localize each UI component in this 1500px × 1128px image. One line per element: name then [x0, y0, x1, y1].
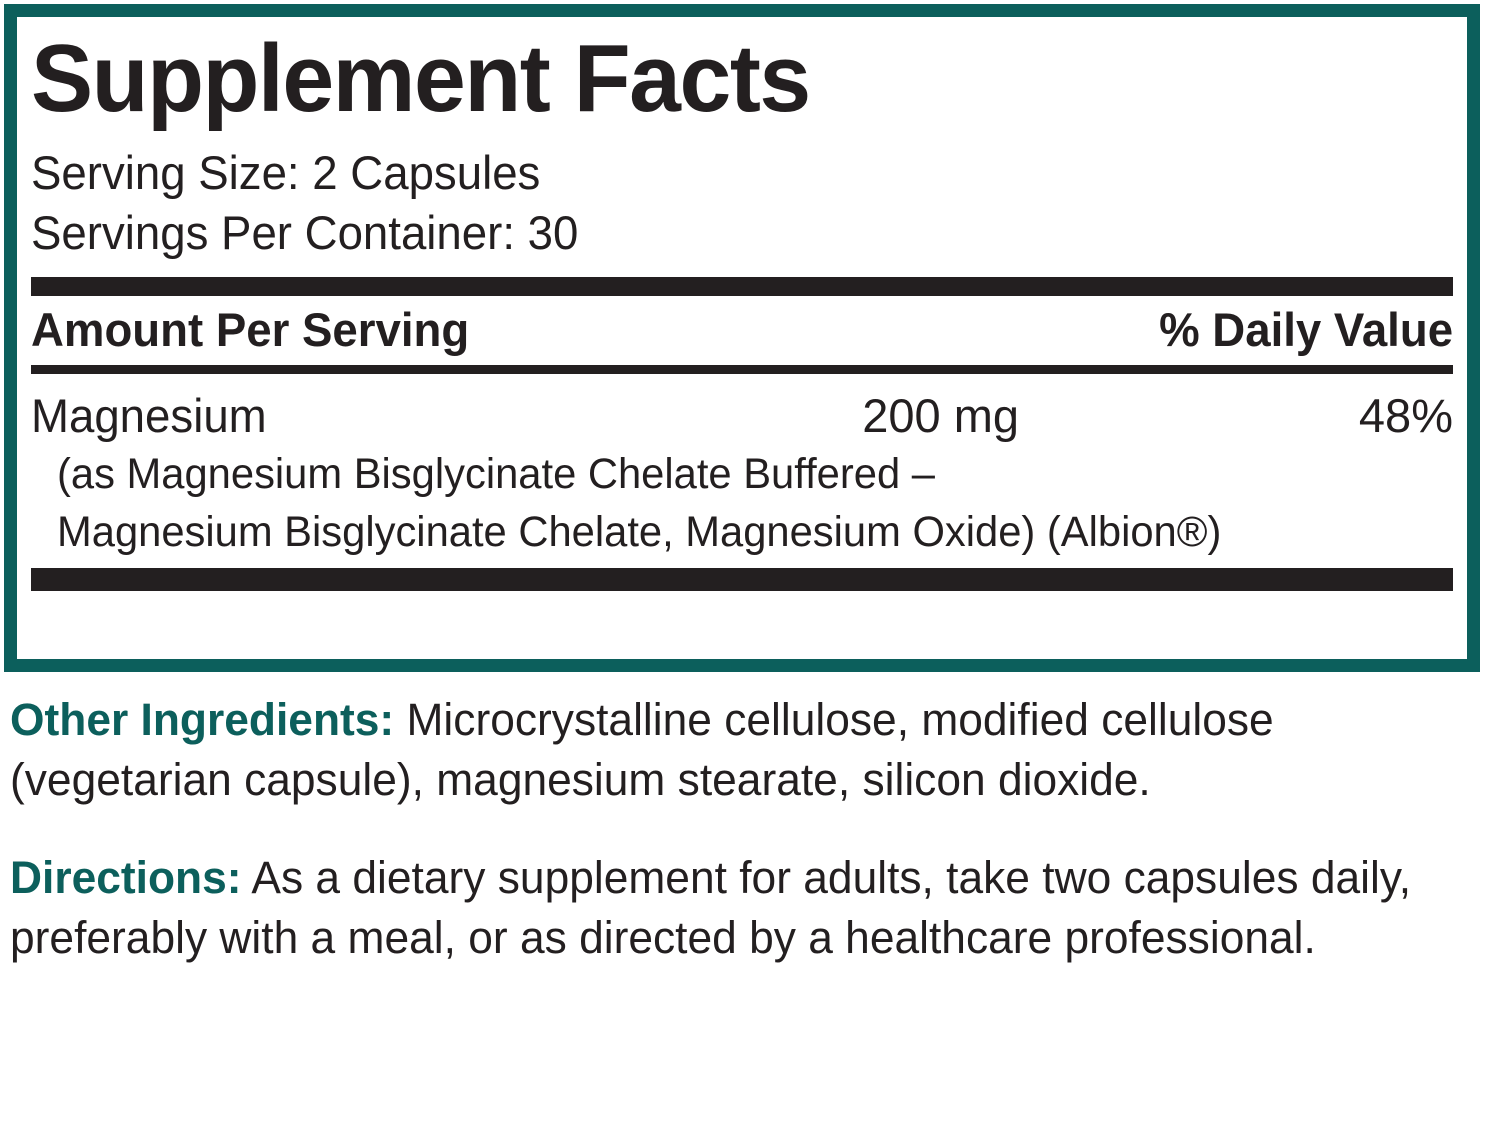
other-ingredients-label: Other Ingredients:	[10, 694, 395, 745]
serving-info-block: Serving Size: 2 Capsules Servings Per Co…	[31, 143, 1453, 263]
divider-bar-thin	[31, 365, 1453, 375]
directions-label: Directions:	[10, 851, 242, 903]
daily-value-header: % Daily Value	[1159, 303, 1453, 357]
directions-paragraph: Directions: As a dietary supplement for …	[10, 848, 1419, 968]
nutrient-description: (as Magnesium Bisglycinate Chelate Buffe…	[57, 446, 1453, 560]
other-ingredients-paragraph: Other Ingredients: Microcrystalline cell…	[10, 690, 1419, 810]
below-panel-notes: Other Ingredients: Microcrystalline cell…	[10, 690, 1460, 967]
nutrient-amount: 200 mg	[862, 389, 1019, 443]
nutrient-description-line-1: (as Magnesium Bisglycinate Chelate Buffe…	[57, 450, 935, 499]
amount-per-serving-header: Amount Per Serving	[31, 303, 470, 357]
divider-bar-thick-top	[31, 277, 1453, 297]
nutrient-daily-value: 48%	[1358, 389, 1453, 443]
supplement-facts-panel: Supplement Facts Serving Size: 2 Capsule…	[4, 4, 1480, 672]
nutrient-name: Magnesium	[31, 389, 267, 443]
directions-text: As a dietary supplement for adults, take…	[10, 851, 1412, 963]
page-title: Supplement Facts	[31, 25, 811, 132]
table-row: Magnesium 200 mg 48%	[31, 388, 1453, 450]
serving-size-line: Serving Size: 2 Capsules	[31, 146, 541, 199]
supplement-facts-inner: Supplement Facts Serving Size: 2 Capsule…	[17, 31, 1467, 673]
table-header-row: Amount Per Serving % Daily Value	[31, 296, 1453, 359]
servings-per-container-line: Servings Per Container: 30	[31, 206, 579, 260]
divider-bar-bottom	[31, 567, 1453, 591]
other-ingredients-text: Microcrystalline cellulose, modified cel…	[10, 694, 1274, 805]
nutrient-description-line-2: Magnesium Bisglycinate Chelate, Magnesiu…	[57, 507, 1222, 556]
